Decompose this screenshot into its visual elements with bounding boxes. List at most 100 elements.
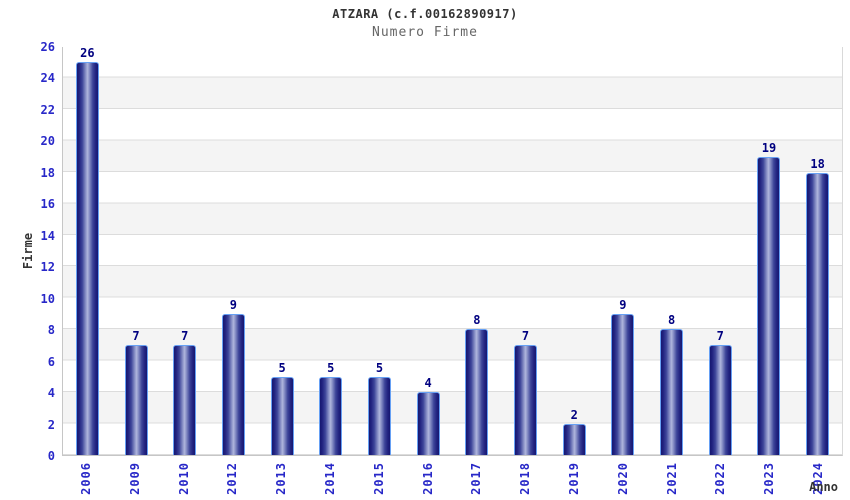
x-tick-cell: 2015: [355, 462, 404, 500]
bar-column: 5: [355, 47, 404, 455]
bar-column: 8: [647, 47, 696, 455]
x-tick-label: 2023: [762, 462, 777, 495]
x-tick-label: 2012: [225, 462, 240, 495]
y-tick-label: 4: [47, 386, 55, 401]
bar: [367, 376, 391, 455]
plot-area: 26 7 7 9 5 5 5 4 8 7 2 9 8 7 19 18: [62, 47, 843, 456]
x-tick-label: 2018: [518, 462, 533, 495]
bar-value-label: 7: [521, 329, 530, 344]
y-tick-label: 18: [40, 165, 55, 180]
y-tick-label: 10: [40, 291, 55, 306]
bar-column: 2: [550, 47, 599, 455]
bar-value-label: 26: [80, 46, 95, 60]
bar: [514, 345, 538, 455]
x-tick-cell: 2013: [257, 462, 306, 500]
bar-column: 9: [209, 47, 258, 455]
bar-value-label: 4: [424, 376, 432, 391]
bar: [75, 62, 99, 455]
y-axis-tick-labels: 0 2 4 6 8 10 12 14 16 18 20 22 24 26: [0, 40, 55, 463]
x-tick-cell: 2006: [62, 462, 111, 500]
x-tick-label: 2014: [322, 462, 337, 495]
chart-subtitle: Numero Firme: [372, 25, 478, 40]
bar-value-label: 8: [473, 313, 481, 328]
bar-value-label: 18: [810, 156, 825, 171]
y-tick-label: 14: [40, 228, 55, 243]
x-tick-label: 2017: [469, 462, 484, 495]
bar: [270, 376, 294, 455]
x-tick-label: 2013: [274, 462, 289, 495]
bar-column: 26: [63, 47, 112, 455]
y-tick-label: 6: [47, 354, 55, 369]
x-tick-label: 2006: [78, 462, 93, 495]
bar-value-label: 7: [716, 329, 724, 344]
x-tick-cell: 2022: [697, 462, 746, 500]
x-tick-cell: 2016: [404, 462, 453, 500]
bar: [708, 345, 732, 455]
bar: [221, 313, 245, 455]
bar-value-label: 2: [570, 407, 578, 422]
bar: [124, 345, 148, 455]
bar-value-label: 7: [181, 329, 189, 344]
x-tick-cell: 2009: [111, 462, 160, 500]
y-tick-label: 22: [40, 102, 55, 117]
y-tick-label: 26: [40, 40, 55, 54]
bar: [562, 423, 586, 455]
bar-value-label: 7: [132, 329, 140, 344]
bar-column: 7: [160, 47, 209, 455]
bar-column: 4: [404, 47, 453, 455]
bar-value-label: 8: [667, 313, 676, 328]
bar-column: 7: [112, 47, 161, 455]
x-tick-label: 2021: [664, 462, 679, 495]
bar-column: 7: [696, 47, 745, 455]
bar: [319, 376, 343, 455]
x-tick-label: 2016: [420, 462, 435, 495]
x-tick-cell: 2020: [599, 462, 648, 500]
x-tick-label: 2022: [713, 462, 728, 495]
bar-column: 9: [599, 47, 648, 455]
y-tick-label: 12: [40, 260, 55, 275]
x-tick-cell: 2021: [648, 462, 697, 500]
bar-column: 8: [453, 47, 502, 455]
bar-column: 5: [258, 47, 307, 455]
y-tick-label: 2: [47, 417, 55, 432]
bar: [757, 156, 781, 455]
bar-column: 18: [793, 47, 842, 455]
x-tick-label: 2009: [127, 462, 142, 495]
bars-container: 26 7 7 9 5 5 5 4 8 7 2 9 8 7 19 18: [63, 47, 842, 455]
y-tick-label: 8: [47, 323, 55, 338]
x-tick-label: 2015: [371, 462, 386, 495]
bar-value-label: 9: [229, 297, 238, 312]
x-tick-cell: 2019: [550, 462, 599, 500]
x-tick-cell: 2017: [453, 462, 502, 500]
bar: [660, 329, 684, 455]
x-tick-cell: 2014: [306, 462, 355, 500]
x-axis-tick-labels: 2006 2009 2010 2012 2013 2014 2015 2016 2017 2018…: [62, 462, 843, 500]
bar-value-label: 19: [761, 140, 777, 155]
x-tick-cell: 2023: [745, 462, 794, 500]
bar: [806, 172, 830, 455]
y-tick-label: 20: [40, 134, 55, 149]
bar-column: 19: [745, 47, 794, 455]
chart-title: ATZARA (c.f.00162890917): [332, 7, 518, 21]
bar-value-label: 5: [278, 360, 286, 375]
x-tick-cell: 2012: [208, 462, 257, 500]
y-tick-label: 16: [40, 197, 55, 212]
x-axis-title: Anno: [809, 480, 838, 494]
bar: [611, 313, 635, 455]
x-tick-cell: 2018: [501, 462, 550, 500]
bar: [465, 329, 489, 455]
bar-column: 7: [501, 47, 550, 455]
x-tick-label: 2010: [176, 462, 191, 495]
x-tick-cell: 2010: [160, 462, 209, 500]
x-tick-label: 2020: [615, 462, 630, 495]
bar: [416, 392, 440, 455]
y-tick-label: 0: [47, 449, 55, 463]
bar-value-label: 9: [619, 297, 627, 312]
x-tick-label: 2019: [567, 462, 582, 495]
bar: [173, 345, 197, 455]
bar-value-label: 5: [375, 360, 384, 375]
bar-column: 5: [306, 47, 355, 455]
bar-value-label: 5: [327, 360, 335, 375]
y-tick-label: 24: [40, 71, 55, 86]
